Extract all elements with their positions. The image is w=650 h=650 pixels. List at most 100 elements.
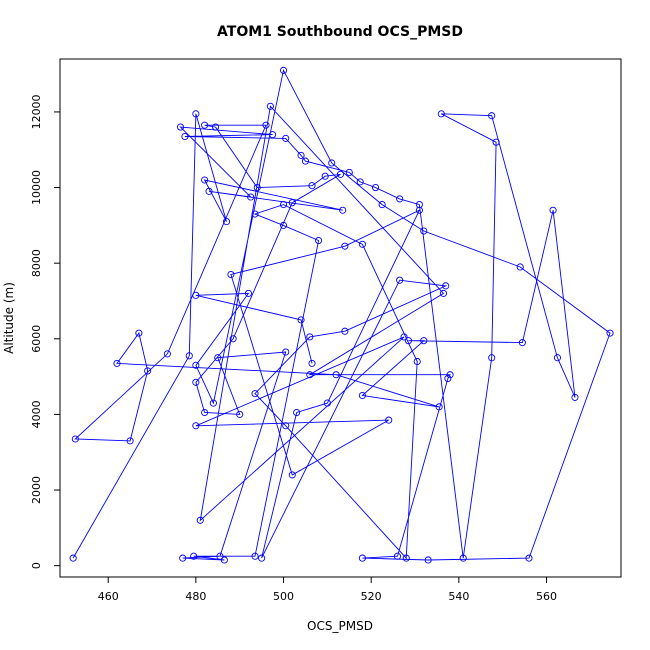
data-point: [288, 199, 296, 207]
series-line: [72, 68, 611, 561]
data-point: [488, 354, 496, 362]
data-point: [144, 367, 152, 375]
data-point: [396, 276, 404, 284]
data-point: [205, 187, 213, 195]
data-point: [192, 378, 200, 386]
data-point: [446, 371, 454, 379]
data-point: [69, 554, 77, 562]
data-point: [244, 289, 253, 297]
data-point: [282, 134, 290, 142]
data-point: [279, 66, 288, 74]
x-tick-label: 520: [361, 590, 382, 603]
data-point: [424, 556, 432, 564]
y-tick-label: 12000: [30, 94, 43, 129]
data-point: [439, 289, 448, 297]
y-axis: 0 2000 4000 6000 8000 10000 12000: [30, 94, 61, 569]
data-point: [339, 206, 347, 214]
data-point: [209, 399, 217, 407]
y-tick-label: 8000: [30, 249, 43, 277]
data-point: [321, 172, 329, 180]
data-point: [192, 361, 200, 369]
data-point: [306, 371, 314, 379]
data-point: [420, 337, 428, 345]
data-point: [488, 112, 496, 120]
data-point: [308, 182, 316, 190]
data-point: [516, 263, 524, 271]
data-point: [71, 435, 79, 443]
data-point: [345, 168, 353, 176]
data-point: [378, 201, 386, 209]
data-point: [201, 121, 209, 129]
data-point: [253, 184, 261, 192]
data-point: [606, 329, 614, 337]
data-point: [212, 123, 220, 131]
data-point: [437, 110, 445, 118]
data-point: [404, 337, 412, 345]
data-point: [400, 333, 408, 341]
data-point: [444, 374, 452, 383]
data-point: [297, 151, 305, 159]
data-point: [332, 371, 340, 379]
data-point: [420, 227, 428, 235]
data-point: [262, 121, 270, 129]
data-point: [393, 552, 402, 560]
data-point: [328, 159, 336, 167]
data-point: [192, 110, 200, 118]
data-point: [288, 471, 296, 479]
data-point: [214, 354, 222, 362]
data-point: [492, 138, 500, 146]
data-point: [297, 316, 305, 324]
data-point: [192, 422, 200, 430]
data-point: [402, 554, 410, 562]
data-point: [185, 352, 193, 360]
data-point: [358, 554, 366, 562]
data-point: [358, 391, 366, 400]
data-point: [201, 176, 209, 184]
x-tick-label: 480: [185, 590, 206, 603]
data-point: [549, 206, 557, 214]
data-point: [356, 178, 364, 186]
data-point: [358, 240, 366, 248]
x-axis: 460 480 500 520 540 560: [98, 576, 557, 603]
data-point: [216, 552, 224, 560]
data-point: [396, 195, 404, 203]
data-point: [435, 403, 443, 411]
data-point: [279, 221, 288, 229]
x-axis-label: OCS_PMSD: [307, 619, 373, 633]
data-point: [415, 201, 423, 209]
y-tick-label: 4000: [30, 400, 43, 428]
data-point: [251, 552, 259, 560]
data-point: [308, 359, 316, 367]
data-point: [518, 339, 526, 347]
data-point: [266, 102, 274, 110]
x-tick-label: 540: [448, 590, 469, 603]
x-tick-label: 560: [536, 590, 557, 603]
data-point: [163, 350, 171, 358]
y-tick-label: 10000: [30, 170, 43, 205]
data-point: [442, 282, 450, 290]
data-point: [179, 554, 187, 562]
data-point: [385, 416, 393, 424]
data-point: [301, 157, 309, 165]
data-point: [415, 206, 423, 214]
data-point: [525, 554, 533, 562]
chart-title: ATOM1 Southbound OCS_PMSD: [217, 24, 463, 40]
data-point: [336, 170, 345, 178]
data-point: [323, 399, 331, 407]
data-point: [269, 131, 277, 139]
data-point: [282, 422, 290, 430]
data-point: [236, 410, 244, 418]
data-point: [279, 201, 288, 209]
x-tick-label: 500: [273, 590, 294, 603]
data-point: [413, 357, 421, 366]
series-layer: [69, 66, 614, 564]
data-point: [222, 218, 231, 226]
data-point: [201, 408, 209, 417]
data-point: [282, 348, 290, 356]
data-point: [220, 556, 228, 564]
data-point: [258, 554, 266, 562]
y-tick-label: 2000: [30, 476, 43, 504]
data-point: [247, 193, 255, 201]
data-point: [293, 408, 301, 417]
